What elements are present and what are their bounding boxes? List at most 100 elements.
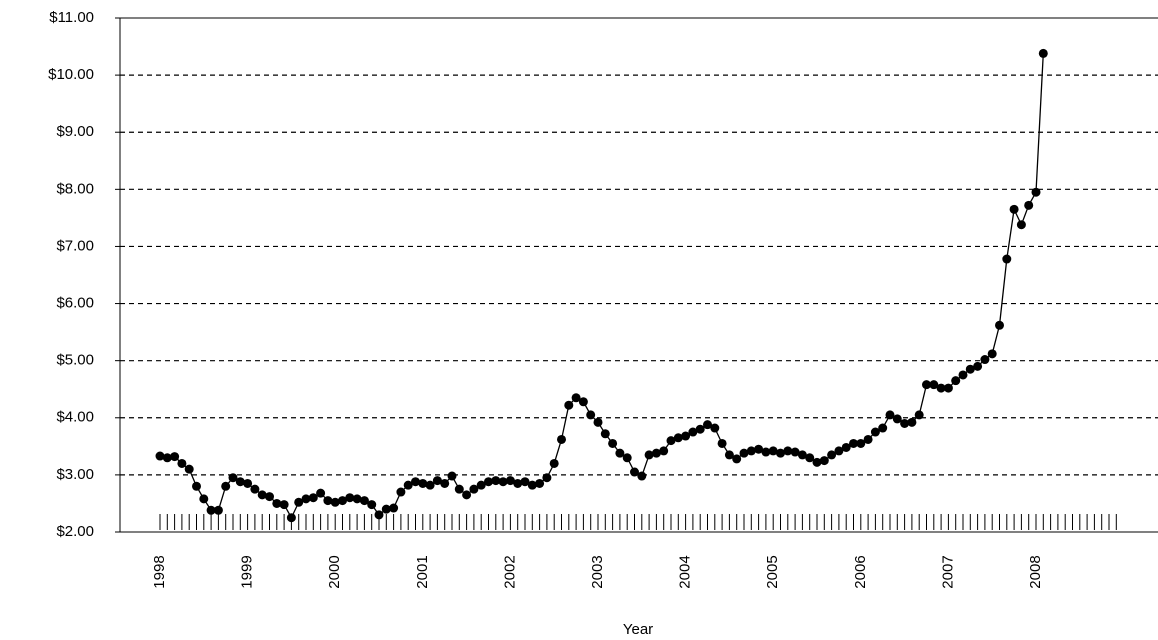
data-point: [907, 417, 917, 427]
data-point: [571, 393, 581, 403]
data-point: [980, 355, 990, 365]
data-point: [213, 505, 223, 515]
data-point: [265, 492, 274, 502]
data-point: [695, 424, 705, 434]
data-point: [746, 446, 756, 456]
data-point: [586, 410, 596, 420]
data-point: [286, 513, 296, 523]
data-point: [484, 477, 493, 487]
data-point: [542, 473, 552, 483]
data-point: [250, 484, 260, 494]
data-point: [987, 349, 997, 359]
data-point: [418, 478, 428, 488]
data-point: [432, 476, 442, 486]
data-point: [170, 452, 180, 462]
data-point: [221, 481, 231, 491]
data-point: [352, 494, 362, 504]
x-tick-label: 1998: [151, 555, 168, 588]
data-point: [162, 453, 172, 463]
data-point: [914, 410, 924, 420]
data-point: [1038, 48, 1048, 58]
data-point: [367, 500, 377, 510]
data-point: [272, 498, 282, 508]
data-point: [724, 450, 734, 460]
x-tick-label: 1999: [239, 555, 256, 588]
data-point: [922, 380, 931, 390]
data-point: [863, 434, 873, 444]
data-point: [505, 476, 515, 486]
data-point: [797, 450, 807, 460]
data-point: [593, 417, 603, 427]
data-point: [841, 442, 851, 452]
data-point: [374, 510, 384, 520]
data-point: [973, 361, 983, 371]
data-point: [279, 500, 289, 510]
data-point: [995, 320, 1004, 330]
data-point: [257, 490, 267, 500]
x-tick-label: 2001: [414, 555, 431, 588]
data-point: [929, 380, 939, 390]
data-point: [1024, 200, 1034, 210]
data-point: [688, 427, 698, 437]
data-point: [513, 478, 523, 488]
x-tick-label: 2004: [677, 555, 694, 588]
y-tick-label: $2.00: [56, 523, 94, 540]
data-point: [892, 414, 902, 424]
data-point: [761, 447, 771, 457]
line-series: [159, 53, 1044, 520]
data-point: [454, 484, 464, 494]
data-point: [243, 478, 253, 488]
data-point: [1016, 220, 1026, 230]
data-point: [476, 480, 486, 490]
data-point: [301, 494, 311, 504]
data-point: [535, 478, 545, 488]
data-point: [527, 480, 537, 490]
data-point: [469, 484, 479, 494]
y-tick-label: $9.00: [56, 123, 94, 140]
y-tick-label: $3.00: [56, 466, 94, 483]
data-point: [776, 448, 785, 458]
data-point: [578, 397, 588, 407]
data-point: [943, 383, 953, 393]
data-point: [403, 480, 413, 490]
data-point: [717, 438, 727, 448]
data-point: [834, 446, 844, 456]
data-point: [681, 431, 691, 441]
x-tick-label: 2008: [1027, 555, 1044, 588]
data-point: [870, 427, 880, 437]
data-point: [827, 450, 837, 460]
data-point: [396, 487, 406, 497]
data-point: [338, 496, 347, 506]
data-point: [359, 496, 369, 506]
data-point: [703, 420, 712, 430]
data-point: [958, 370, 968, 380]
data-point: [177, 458, 187, 468]
data-point: [462, 490, 472, 500]
data-point: [491, 476, 501, 486]
x-tick-label: 2005: [764, 555, 781, 588]
data-point: [206, 505, 216, 515]
data-point: [345, 493, 355, 503]
data-point: [615, 448, 625, 458]
data-point: [520, 477, 530, 487]
data-point: [951, 376, 961, 386]
x-tick-label: 2003: [589, 555, 606, 588]
y-tick-label: $6.00: [56, 295, 94, 312]
data-point: [549, 458, 559, 468]
data-point: [155, 451, 165, 461]
data-point: [732, 454, 742, 464]
data-point: [659, 446, 669, 456]
data-point: [330, 497, 340, 507]
data-point: [936, 383, 946, 393]
data-point: [389, 503, 399, 513]
y-tick-label: $8.00: [56, 180, 94, 197]
data-point: [323, 496, 333, 506]
data-point: [805, 453, 815, 463]
data-point: [856, 438, 866, 448]
data-point: [644, 450, 654, 460]
x-tick-label: 2006: [852, 555, 869, 588]
data-point: [235, 477, 245, 487]
data-point: [381, 504, 391, 514]
